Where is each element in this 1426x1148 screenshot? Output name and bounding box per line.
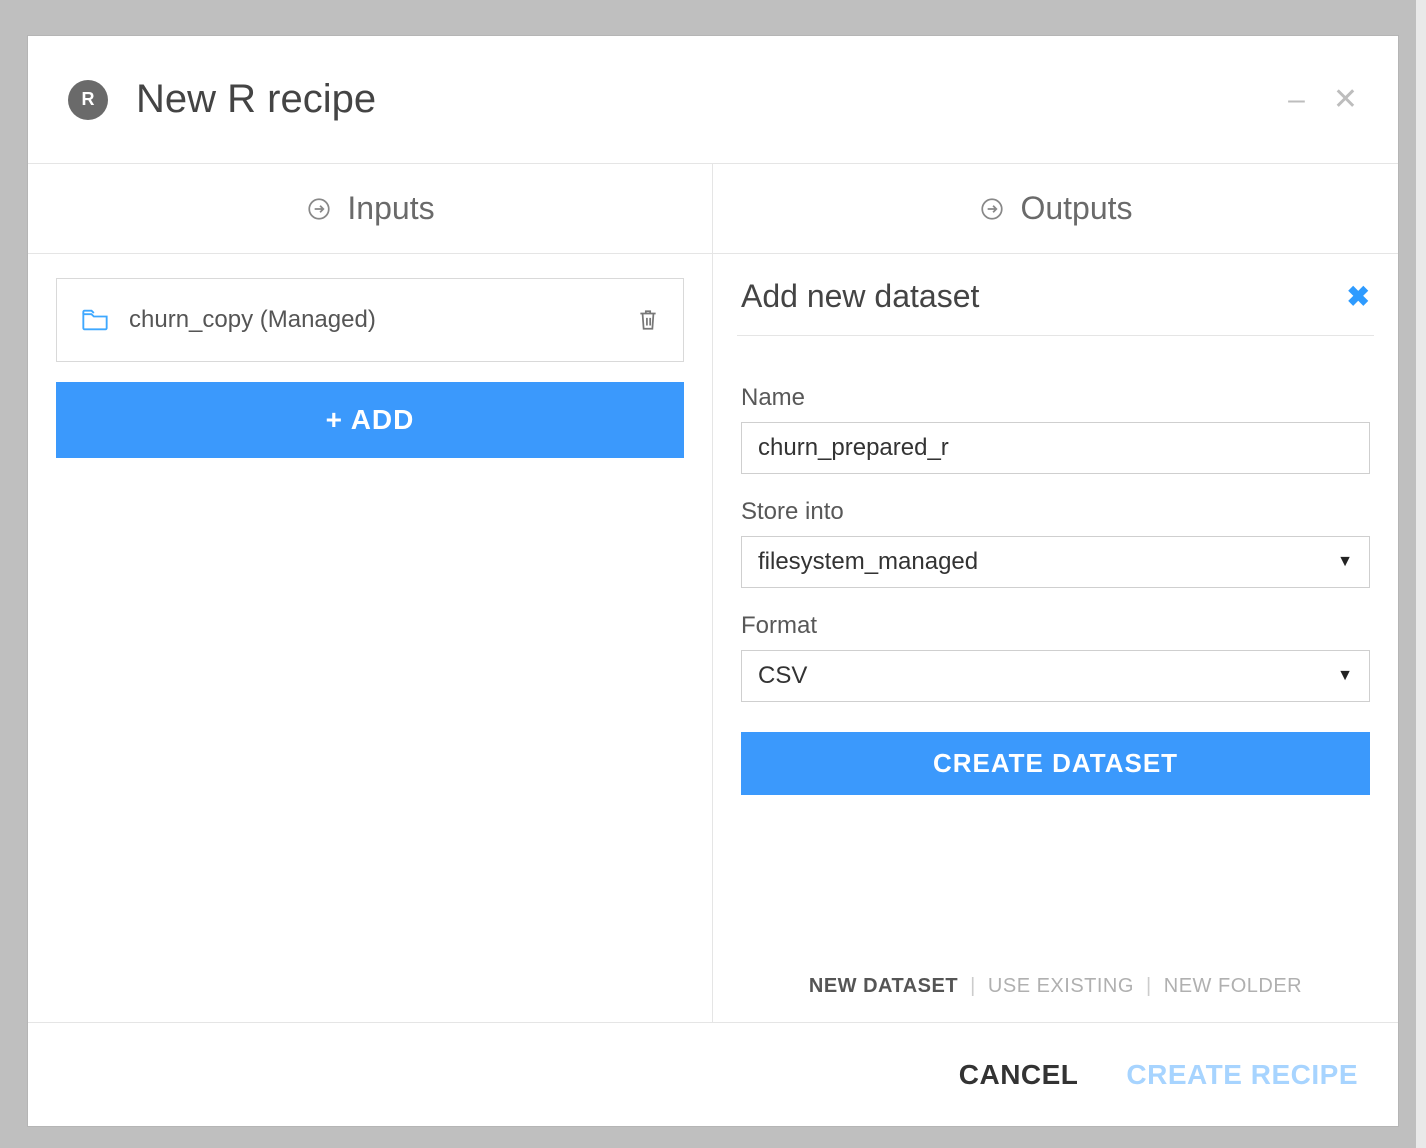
cancel-button[interactable]: CANCEL — [959, 1059, 1079, 1091]
inputs-header: Inputs — [28, 164, 712, 254]
outputs-header-label: Outputs — [1020, 190, 1132, 227]
name-label: Name — [741, 384, 1370, 412]
tab-separator: | — [1146, 975, 1152, 997]
arrow-out-icon — [978, 195, 1006, 223]
outputs-header: Outputs — [713, 164, 1398, 254]
store-into-select[interactable]: filesystem_managed ▼ — [741, 536, 1370, 588]
new-recipe-modal: R New R recipe – ✕ Inputs — [28, 36, 1398, 1126]
modal-footer: CANCEL CREATE RECIPE — [28, 1022, 1398, 1126]
inputs-column: Inputs churn_copy (Managed) — [28, 164, 713, 1022]
chevron-down-icon: ▼ — [1337, 667, 1353, 685]
tab-new-folder[interactable]: NEW FOLDER — [1164, 975, 1302, 997]
cancel-label: CANCEL — [959, 1059, 1079, 1090]
background-strip — [1416, 0, 1426, 1148]
create-recipe-label: CREATE RECIPE — [1126, 1059, 1358, 1090]
create-dataset-button[interactable]: CREATE DATASET — [741, 732, 1370, 795]
r-badge-letter: R — [82, 89, 95, 110]
outputs-column: Outputs Add new dataset ✖ Name Store int… — [713, 164, 1398, 1022]
modal-body: Inputs churn_copy (Managed) — [28, 164, 1398, 1022]
modal-title: New R recipe — [136, 77, 1260, 122]
format-select[interactable]: CSV ▼ — [741, 650, 1370, 702]
format-value: CSV — [758, 662, 807, 690]
input-dataset-label: churn_copy (Managed) — [129, 306, 637, 334]
create-recipe-button[interactable]: CREATE RECIPE — [1126, 1059, 1358, 1091]
add-input-button[interactable]: + ADD — [56, 382, 684, 458]
chevron-down-icon: ▼ — [1337, 553, 1353, 571]
minimize-icon[interactable]: – — [1288, 83, 1305, 117]
output-mode-tabs: NEW DATASET | USE EXISTING | NEW FOLDER — [741, 795, 1370, 998]
add-input-label: + ADD — [326, 404, 415, 436]
store-label: Store into — [741, 498, 1370, 526]
tab-new-dataset[interactable]: NEW DATASET — [809, 975, 958, 997]
r-badge-icon: R — [68, 80, 108, 120]
modal-header: R New R recipe – ✕ — [28, 36, 1398, 164]
tab-separator: | — [970, 975, 976, 997]
create-dataset-label: CREATE DATASET — [933, 748, 1178, 778]
tab-use-existing[interactable]: USE EXISTING — [988, 975, 1134, 997]
add-dataset-title-row: Add new dataset ✖ — [737, 274, 1374, 336]
format-label: Format — [741, 612, 1370, 640]
outputs-body: Add new dataset ✖ Name Store into filesy… — [713, 254, 1398, 1022]
close-icon[interactable]: ✕ — [1333, 82, 1358, 117]
store-into-value: filesystem_managed — [758, 548, 978, 576]
folder-icon — [81, 308, 109, 332]
add-dataset-title: Add new dataset — [741, 278, 979, 315]
inputs-header-label: Inputs — [347, 190, 434, 227]
trash-icon[interactable] — [637, 308, 659, 332]
arrow-in-icon — [305, 195, 333, 223]
input-dataset-item[interactable]: churn_copy (Managed) — [56, 278, 684, 362]
inputs-body: churn_copy (Managed) + ADD — [28, 254, 712, 1022]
dataset-name-input[interactable] — [741, 422, 1370, 474]
close-add-dataset-icon[interactable]: ✖ — [1347, 280, 1370, 313]
